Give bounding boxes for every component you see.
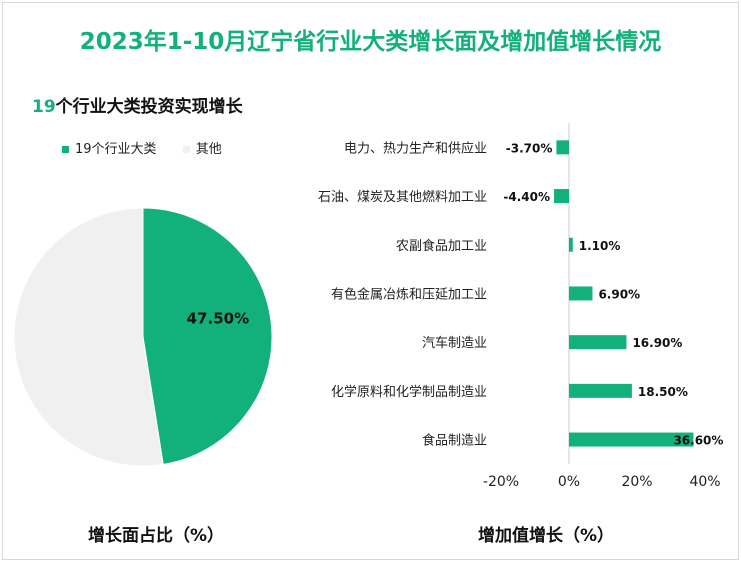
category-label-3: 有色金属冶炼和压延加工业 [331,286,487,302]
subtitle-number: 19 [32,97,56,117]
legend-item-other: 其他 [182,138,222,157]
pie-slice-1 [13,207,164,467]
bar-2 [569,237,573,252]
value-label-6: 36.60% [673,434,723,448]
x-tick-label-3: 40% [689,474,720,490]
legend-swatch-other [182,146,190,153]
bar-0 [556,140,569,155]
value-label-3: 6.90% [598,287,640,301]
category-label-5: 化学原料和化学制品制造业 [331,384,487,400]
bar-6 [569,432,694,447]
pie-caption: 增长面占比（%） [88,526,225,546]
value-label-2: 1.10% [579,239,621,253]
pie-legend: 19个行业大类 其他 [62,138,244,157]
category-label-4: 汽车制造业 [422,335,487,351]
pie-slice-0 [142,207,273,465]
value-label-5: 18.50% [638,385,688,399]
category-label-2: 农副食品加工业 [396,238,487,254]
legend-label-other: 其他 [195,142,222,157]
legend-label-growth: 19个行业大类 [75,142,157,157]
bar-5 [569,383,632,398]
x-tick-label-2: 20% [621,474,652,490]
bar-4 [569,335,627,350]
x-tick-label-1: 0% [558,474,580,490]
category-label-1: 石油、煤炭及其他燃料加工业 [318,189,487,205]
chart-title: 2023年1-10月辽宁省行业大类增长面及增加值增长情况 [79,29,662,55]
bar-1 [554,189,569,204]
category-label-0: 电力、热力生产和供应业 [344,140,487,156]
x-tick-label-0: -20% [483,474,519,490]
subtitle: 19个行业大类投资实现增长 [32,92,243,117]
value-label-4: 16.90% [632,336,682,350]
value-label-1: -4.40% [503,190,550,204]
legend-swatch-growth [62,146,69,153]
bar-caption: 增加值增长（%） [478,526,615,546]
bar-3 [569,286,593,301]
subtitle-text: 个行业大类投资实现增长 [55,97,243,117]
legend-item-growth: 19个行业大类 [62,138,157,157]
value-label-0: -3.70% [506,141,553,155]
pie-slice-label-0: 47.50% [187,310,249,328]
category-label-6: 食品制造业 [422,433,487,449]
